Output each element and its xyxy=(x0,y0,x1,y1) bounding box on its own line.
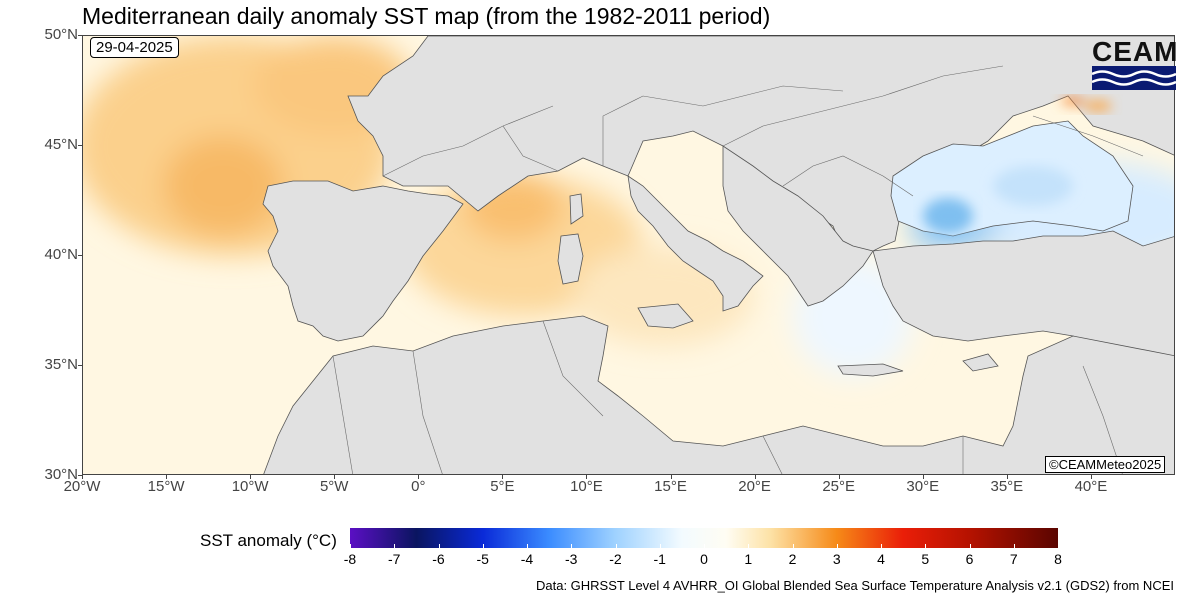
land-crete xyxy=(837,363,904,377)
colorbar-tick-mark xyxy=(438,544,440,548)
ceam-logo: CEAM xyxy=(1091,36,1179,95)
lon-tick-label: 10°E xyxy=(570,478,603,495)
colorbar-tick-label: 8 xyxy=(1054,551,1062,567)
lon-tick-mark xyxy=(250,475,252,479)
land-iberia xyxy=(262,180,464,342)
lon-tick-mark xyxy=(922,475,924,479)
land-italy xyxy=(627,175,764,312)
lat-tick-label: 45°N xyxy=(44,136,78,153)
map-title: Mediterranean daily anomaly SST map (fro… xyxy=(82,3,771,29)
colorbar-tick-label: 2 xyxy=(788,551,797,567)
land-sicily xyxy=(637,303,694,329)
colorbar-tick-label: 6 xyxy=(965,551,974,567)
land-north-africa xyxy=(263,315,1174,474)
map-canvas xyxy=(83,36,1174,474)
colorbar-tick-mark xyxy=(659,544,661,548)
date-badge: 29-04-2025 xyxy=(90,37,179,58)
colorbar-tick-label: -3 xyxy=(565,551,578,567)
country-borders xyxy=(332,65,1144,474)
lon-tick-mark xyxy=(82,475,83,479)
lon-tick-mark xyxy=(586,475,588,479)
colorbar-title: SST anomaly (°C) xyxy=(200,531,337,550)
lon-tick-label: 0° xyxy=(411,478,426,495)
colorbar-tick-label: 0 xyxy=(700,551,708,567)
lon-tick-label: 15°E xyxy=(654,478,687,495)
lon-tick-label: 25°E xyxy=(822,478,856,495)
lon-tick-label: 5°W xyxy=(319,478,349,495)
colorbar-tick-mark xyxy=(836,544,838,548)
colorbar-tick-mark xyxy=(394,544,396,548)
colorbar-tick-mark xyxy=(792,544,794,548)
colorbar-tick-label: -6 xyxy=(432,551,445,567)
colorbar-tick-mark xyxy=(482,544,484,548)
lon-tick-label: 40°E xyxy=(1074,478,1108,495)
sst-anomaly-map[interactable] xyxy=(82,35,1175,475)
colorbar-tick-label: -5 xyxy=(476,551,489,567)
colorbar-tick-label: 7 xyxy=(1009,551,1018,567)
colorbar-tick-mark xyxy=(881,544,882,548)
lat-tick-label: 50°N xyxy=(44,26,78,43)
colorbar-tick-mark xyxy=(1013,544,1015,548)
lat-tick-mark xyxy=(78,365,82,366)
colorbar-tick-mark xyxy=(571,544,573,548)
land-sardinia xyxy=(557,233,584,285)
logo-waves-icon xyxy=(1091,66,1177,90)
lat-tick-mark xyxy=(78,35,82,36)
land-corsica xyxy=(569,193,584,225)
lon-tick-mark xyxy=(1090,475,1092,479)
lon-tick-mark xyxy=(334,475,336,479)
colorbar-tick-mark xyxy=(1058,544,1059,548)
atlantic-warm-core xyxy=(163,136,283,236)
colorbar-tick-label: -1 xyxy=(653,551,666,567)
lon-tick-label: 20°E xyxy=(738,478,771,495)
lon-tick-mark xyxy=(670,475,672,479)
lat-tick-label: 35°N xyxy=(44,356,78,373)
lat-tick-label: 40°N xyxy=(44,246,78,263)
lon-tick-label: 30°E xyxy=(906,478,940,495)
colorbar-tick-label: 4 xyxy=(877,551,885,567)
logo-text: CEAM xyxy=(1092,36,1179,67)
colorbar-tick-label: -4 xyxy=(520,551,534,567)
lon-tick-label: 15°W xyxy=(147,478,185,495)
lon-tick-mark xyxy=(502,475,504,479)
colorbar-tick-mark xyxy=(527,544,528,548)
colorbar-tick-mark xyxy=(925,544,927,548)
land-masses xyxy=(262,36,1174,474)
colorbar xyxy=(350,528,1058,548)
lat-tick-mark xyxy=(78,475,82,476)
lat-tick-label: 30°N xyxy=(44,466,78,483)
land-balkans xyxy=(722,145,874,307)
colorbar-tick-mark xyxy=(748,544,750,548)
lat-tick-mark xyxy=(78,255,82,256)
colorbar-tick-label: 5 xyxy=(921,551,930,567)
colorbar-tick-label: -7 xyxy=(388,551,401,567)
lat-tick-mark xyxy=(78,145,82,146)
colorbar-tick-label: 1 xyxy=(744,551,753,567)
azov-warm-spots xyxy=(1061,97,1112,112)
lon-tick-mark xyxy=(754,475,756,479)
colorbar-tick-mark xyxy=(704,544,705,548)
land-europe-north xyxy=(347,36,1174,252)
lon-tick-mark xyxy=(418,475,420,479)
colorbar-tick-label: -2 xyxy=(609,551,622,567)
lon-tick-label: 20°W xyxy=(63,478,101,495)
copyright-label: ©CEAMMeteo2025 xyxy=(1045,456,1166,473)
lon-tick-label: 10°W xyxy=(231,478,269,495)
data-source-note: Data: GHRSST Level 4 AVHRR_OI Global Ble… xyxy=(535,578,1174,593)
lon-tick-mark xyxy=(838,475,840,479)
lon-tick-mark xyxy=(1006,475,1008,479)
lon-tick-mark xyxy=(166,475,168,479)
colorbar-tick-label: -8 xyxy=(343,551,357,567)
lon-tick-label: 5°E xyxy=(490,478,515,495)
black-sea xyxy=(890,120,1134,237)
colorbar-tick-mark xyxy=(350,544,351,548)
colorbar-tick-mark xyxy=(615,544,617,548)
lon-tick-label: 35°E xyxy=(990,478,1024,495)
land-anatolia xyxy=(872,230,1174,357)
colorbar-tick-label: 3 xyxy=(832,551,841,567)
colorbar-tick-mark xyxy=(969,544,971,548)
land-cyprus xyxy=(962,353,999,372)
